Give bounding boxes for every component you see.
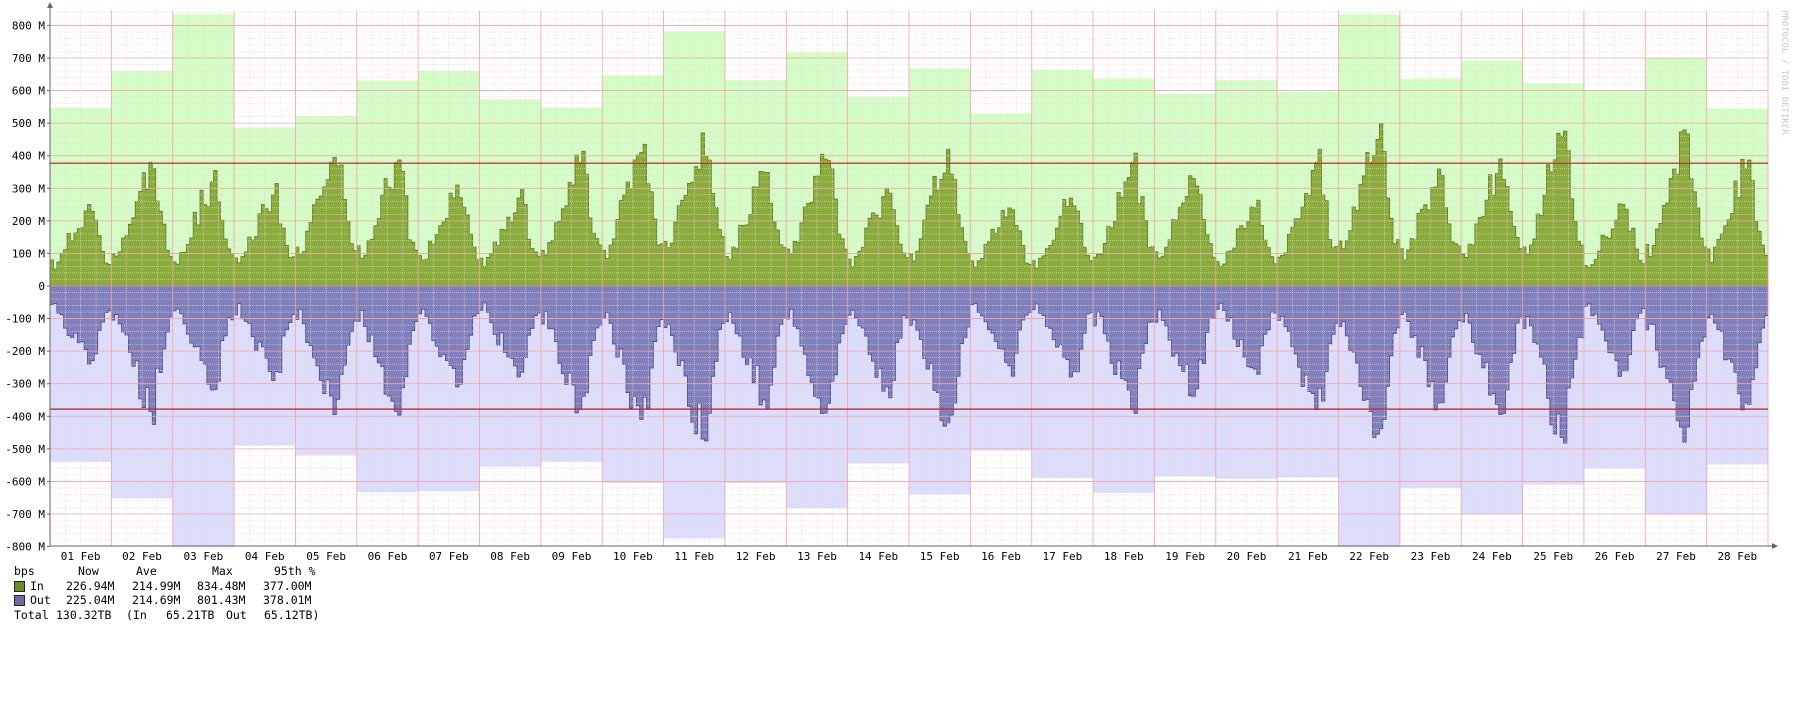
x-tick-label: 28 Feb [1717, 550, 1757, 560]
x-tick-label: 17 Feb [1043, 550, 1083, 560]
legend-out-pct: 378.01M [263, 593, 312, 607]
x-tick-label: 20 Feb [1227, 550, 1267, 560]
y-tick-label: 500 M [12, 117, 45, 130]
legend-row-total: Total 130.32TB (In 65.21TB Out 65.12TB) [14, 608, 319, 623]
legend-total-in-value: 65.21TB [166, 607, 215, 622]
y-tick-label: -600 M [5, 475, 45, 488]
y-tick-label: -200 M [5, 345, 45, 358]
y-tick-label: 800 M [12, 19, 45, 32]
x-tick-label: 18 Feb [1104, 550, 1144, 560]
percentile-lines [50, 162, 1768, 410]
legend-total-out-value: 65.12TB) [264, 607, 320, 622]
x-tick-label: 10 Feb [613, 550, 653, 560]
x-tick-label: 06 Feb [368, 550, 408, 560]
y-tick-label: -700 M [5, 508, 45, 521]
y-tick-label: -500 M [5, 443, 45, 456]
x-tick-label: 15 Feb [920, 550, 960, 560]
chart-tick-labels: 800 M 700 M 600 M 500 M 400 M 300 M 200 M 100 M… [5, 19, 1757, 560]
y-axis-arrow [47, 2, 53, 8]
x-tick-label: 12 Feb [736, 550, 776, 560]
legend-row-out: Out 225.04M 214.69M 801.43M 378.01M [14, 593, 311, 608]
x-tick-label: 21 Feb [1288, 550, 1328, 560]
x-tick-label: 27 Feb [1656, 550, 1696, 560]
legend-swatch-out [14, 595, 25, 606]
x-tick-label: 22 Feb [1349, 550, 1389, 560]
chart-grid [49, 10, 1769, 546]
x-tick-label: 26 Feb [1595, 550, 1635, 560]
legend-in-ave: 214.99M [132, 578, 181, 593]
y-tick-label: 700 M [12, 52, 45, 65]
legend-in-max: 834.48M [197, 578, 246, 593]
y-tick-label: 400 M [12, 150, 45, 163]
x-tick-label: 05 Feb [306, 550, 346, 560]
legend-row-in: In 226.94M 214.99M 834.48M 377.00M [14, 578, 311, 594]
legend-out-now: 225.04M [66, 593, 115, 607]
x-tick-label: 01 Feb [61, 550, 101, 560]
x-tick-label: 19 Feb [1165, 550, 1205, 560]
y-tick-label: 600 M [12, 85, 45, 98]
legend-total-value: 130.32TB [56, 607, 112, 622]
legend-header: bps Now Ave Max 95th % [14, 564, 316, 579]
legend-total-in-label: (In [126, 607, 147, 622]
x-tick-label: 23 Feb [1411, 550, 1451, 560]
y-tick-label: -800 M [5, 541, 45, 554]
x-tick-label: 14 Feb [858, 550, 898, 560]
x-tick-label: 13 Feb [797, 550, 837, 560]
y-tick-label: -300 M [5, 378, 45, 391]
legend-total-out-label: Out [226, 607, 247, 622]
x-tick-label: 11 Feb [674, 550, 714, 560]
legend-out-ave: 214.69M [132, 593, 181, 607]
legend: bps Now Ave Max 95th % In 226.94M 214.99… [14, 564, 319, 623]
legend-col-max: Max [212, 564, 233, 578]
x-tick-label: 16 Feb [981, 550, 1021, 560]
legend-col-ave: Ave [136, 564, 157, 578]
traffic-chart: 800 M 700 M 600 M 500 M 400 M 300 M 200 M 100 M… [5, 2, 1789, 560]
vertical-watermark-label: PROTOCOL / TOBI OETIKER [1779, 10, 1789, 135]
x-tick-label: 08 Feb [490, 550, 530, 560]
y-tick-label: 200 M [12, 215, 45, 228]
legend-label-in: In [30, 578, 44, 593]
x-tick-label: 24 Feb [1472, 550, 1512, 560]
legend-col-pct: 95th % [274, 564, 316, 578]
x-tick-label: 09 Feb [552, 550, 592, 560]
legend-total-label: Total [14, 607, 49, 622]
y-tick-label: 300 M [12, 182, 45, 195]
x-axis-arrow [1772, 543, 1778, 549]
x-tick-label: 25 Feb [1533, 550, 1573, 560]
legend-swatch-in [14, 580, 25, 592]
legend-in-now: 226.94M [66, 578, 115, 593]
legend-label-out: Out [30, 593, 51, 607]
legend-col-now: Now [78, 564, 99, 578]
y-tick-label: -100 M [5, 313, 45, 326]
x-tick-label: 03 Feb [184, 550, 224, 560]
legend-unit: bps [14, 564, 35, 578]
chart-axes [47, 2, 1778, 549]
x-tick-label: 04 Feb [245, 550, 285, 560]
x-tick-label: 07 Feb [429, 550, 469, 560]
y-tick-label: 100 M [12, 247, 45, 260]
x-tick-label: 02 Feb [122, 550, 162, 560]
legend-in-pct: 377.00M [263, 578, 312, 593]
legend-out-max: 801.43M [197, 593, 246, 607]
y-tick-label: -400 M [5, 410, 45, 423]
y-tick-label: 0 [38, 280, 45, 293]
